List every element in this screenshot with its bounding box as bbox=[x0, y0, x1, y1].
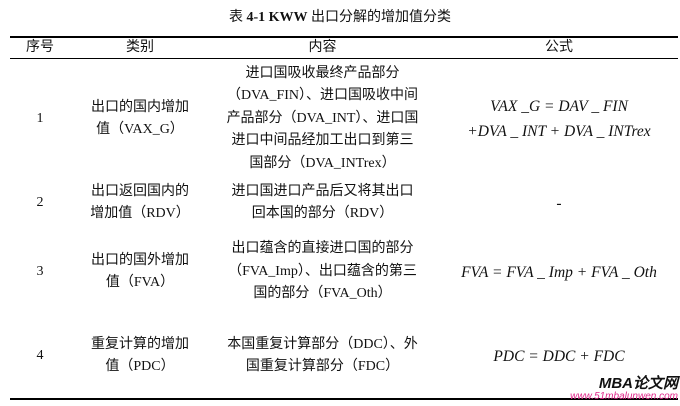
caption-prefix: 表 bbox=[228, 10, 243, 25]
cell-formula-line: VAX _G = DAV _ FIN bbox=[490, 98, 628, 115]
header-formula: 公式 bbox=[545, 39, 573, 55]
header-category: 类别 bbox=[126, 39, 154, 55]
caption-number: 4-1 KWW bbox=[246, 10, 308, 25]
cell-content-line: 国的部分（FVA_Oth） bbox=[253, 286, 392, 302]
cell-category-line: 值（VAX_G） bbox=[96, 122, 184, 137]
cell-content-line: 国部分（DVA_INTrex） bbox=[249, 155, 396, 171]
cell-category-line: 值（FVA） bbox=[105, 275, 175, 290]
cell-content-line: （FVA_Imp）、出口蕴含的第三 bbox=[228, 263, 417, 279]
cell-content-line: 本国重复计算部分（DDC）、外 bbox=[227, 336, 418, 352]
cell-content-line: 产品部分（DVA_INT）、进口国 bbox=[226, 110, 419, 126]
cell-formula-line: PDC = DDC + FDC bbox=[493, 347, 625, 365]
top-rule bbox=[10, 36, 678, 38]
watermark-url: www.51mbalunwen.com bbox=[570, 391, 678, 402]
cell-formula-line: - bbox=[556, 194, 562, 212]
cell-content-line: 进口国吸收最终产品部分 bbox=[245, 65, 400, 81]
cell-content-line: 国重复计算部分（FDC） bbox=[245, 359, 400, 374]
bottom-rule bbox=[10, 398, 678, 400]
cell-formula: VAX _G = DAV _ FIN +DVA _ INT + DVA _ INT… bbox=[440, 60, 678, 178]
cell-no: 4 bbox=[36, 347, 44, 363]
cell-formula: PDC = DDC + FDC bbox=[440, 330, 678, 382]
caption-text: 出口分解的增加值分类 bbox=[311, 10, 452, 25]
cell-category-line: 重复计算的增加 bbox=[91, 336, 189, 352]
cell-category: 重复计算的增加 值（PDC） bbox=[70, 330, 210, 382]
cell-content-line: （DVA_FIN）、进口国吸收中间 bbox=[226, 88, 419, 104]
cell-category: 出口的国外增加 值（FVA） bbox=[70, 236, 210, 308]
cell-content-line: 回本国的部分（RDV） bbox=[251, 206, 394, 221]
cell-formula: FVA = FVA _ Imp + FVA _ Oth bbox=[440, 236, 678, 308]
cell-no: 1 bbox=[36, 110, 44, 126]
cell-category-line: 值（PDC） bbox=[105, 359, 175, 374]
cell-content-line: 进口国进口产品后又将其出口 bbox=[231, 183, 414, 199]
cell-content: 出口蕴含的直接进口国的部分 （FVA_Imp）、出口蕴含的第三 国的部分（FVA_O… bbox=[205, 236, 440, 308]
cell-content-line: 出口蕴含的直接进口国的部分 bbox=[231, 241, 414, 257]
cell-content: 本国重复计算部分（DDC）、外 国重复计算部分（FDC） bbox=[205, 330, 440, 382]
cell-category: 出口的国内增加 值（VAX_G） bbox=[70, 60, 210, 178]
cell-no: 2 bbox=[36, 194, 44, 210]
cell-category-line: 出口返回国内的 bbox=[91, 183, 189, 199]
header-content: 内容 bbox=[308, 39, 337, 55]
watermark-logo: MBA论文网 bbox=[598, 375, 678, 392]
table-caption: 表 4-1 KWW 出口分解的增加值分类 bbox=[0, 6, 680, 26]
cell-content: 进口国进口产品后又将其出口 回本国的部分（RDV） bbox=[205, 178, 440, 228]
cell-formula-line: FVA = FVA _ Imp + FVA _ Oth bbox=[461, 263, 657, 281]
cell-content: 进口国吸收最终产品部分 （DVA_FIN）、进口国吸收中间 产品部分（DVA_INT… bbox=[205, 60, 440, 178]
watermark: MBA论文网 www.51mbalunwen.com bbox=[570, 376, 678, 402]
cell-category-line: 增加值（RDV） bbox=[90, 206, 190, 221]
header-no: 序号 bbox=[26, 39, 54, 55]
cell-category-line: 出口的国内增加 bbox=[91, 99, 189, 115]
cell-formula: - bbox=[440, 178, 678, 228]
cell-no: 3 bbox=[36, 263, 44, 279]
cell-content-line: 进口中间品经加工出口到第三 bbox=[231, 133, 414, 149]
header-rule bbox=[10, 58, 678, 59]
cell-category-line: 出口的国外增加 bbox=[91, 252, 189, 268]
cell-formula-line: +DVA _ INT + DVA _ INTrex bbox=[467, 123, 651, 140]
cell-category: 出口返回国内的 增加值（RDV） bbox=[70, 178, 210, 228]
